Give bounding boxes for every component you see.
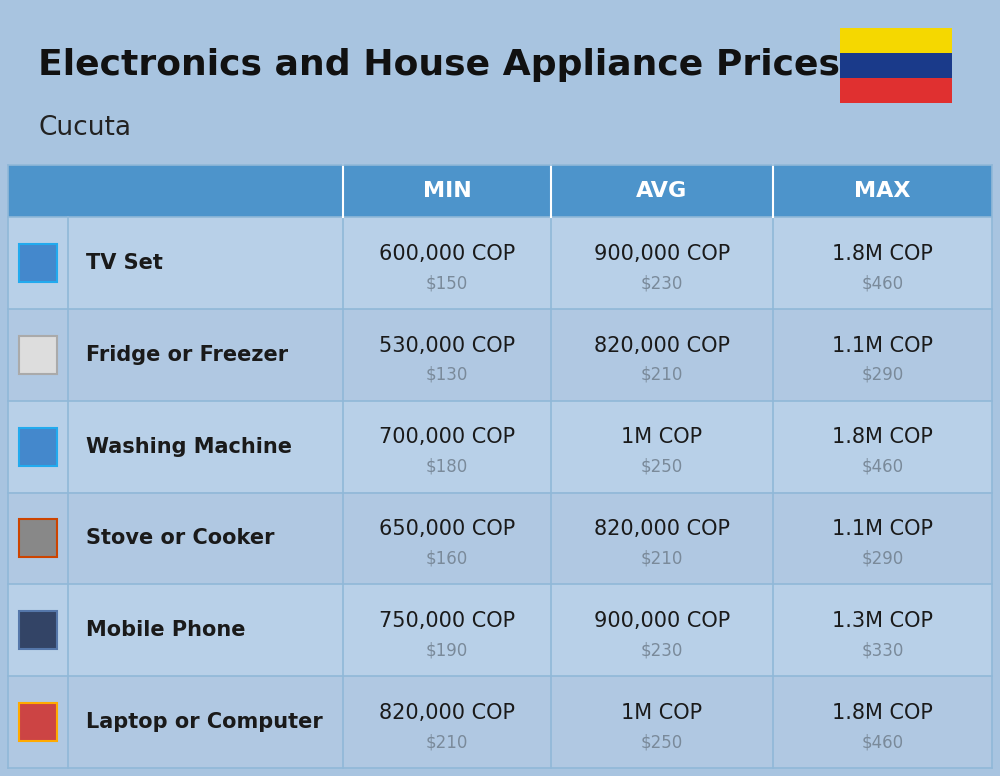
Text: $460: $460: [861, 733, 904, 751]
Text: $210: $210: [426, 733, 468, 751]
Text: 1.8M COP: 1.8M COP: [832, 703, 933, 723]
Bar: [19, 244, 57, 282]
Text: 750,000 COP: 750,000 COP: [379, 611, 515, 631]
Bar: [8, 217, 992, 309]
Text: $210: $210: [641, 366, 683, 384]
Text: $160: $160: [426, 549, 468, 567]
Text: $460: $460: [861, 458, 904, 476]
Text: 650,000 COP: 650,000 COP: [379, 519, 515, 539]
Text: $250: $250: [641, 458, 683, 476]
Text: $150: $150: [426, 274, 468, 292]
Text: TV Set: TV Set: [86, 253, 163, 273]
Bar: [840, 78, 952, 103]
Text: MAX: MAX: [854, 181, 911, 201]
Text: $130: $130: [426, 366, 468, 384]
Bar: [19, 611, 57, 650]
Text: 1.1M COP: 1.1M COP: [832, 519, 933, 539]
Text: 700,000 COP: 700,000 COP: [379, 428, 515, 448]
Text: 900,000 COP: 900,000 COP: [594, 244, 730, 264]
Bar: [19, 703, 57, 741]
Text: Stove or Cooker: Stove or Cooker: [86, 528, 274, 549]
Text: $290: $290: [861, 366, 904, 384]
Bar: [8, 493, 992, 584]
Text: $180: $180: [426, 458, 468, 476]
Text: $250: $250: [641, 733, 683, 751]
Text: Washing Machine: Washing Machine: [86, 437, 292, 456]
Text: 600,000 COP: 600,000 COP: [379, 244, 515, 264]
Text: 820,000 COP: 820,000 COP: [594, 519, 730, 539]
Text: MIN: MIN: [423, 181, 471, 201]
Text: 1.8M COP: 1.8M COP: [832, 244, 933, 264]
Bar: [8, 676, 992, 768]
Text: AVG: AVG: [636, 181, 688, 201]
Text: $330: $330: [861, 642, 904, 660]
Text: $460: $460: [861, 274, 904, 292]
Bar: [8, 584, 992, 676]
Text: 820,000 COP: 820,000 COP: [594, 335, 730, 355]
Text: 1.3M COP: 1.3M COP: [832, 611, 933, 631]
Text: Fridge or Freezer: Fridge or Freezer: [86, 345, 288, 365]
Text: Laptop or Computer: Laptop or Computer: [86, 712, 323, 732]
Text: $230: $230: [641, 642, 683, 660]
Bar: [8, 309, 992, 400]
Text: $210: $210: [641, 549, 683, 567]
Bar: [840, 28, 952, 53]
Text: 1M COP: 1M COP: [621, 703, 703, 723]
Text: 530,000 COP: 530,000 COP: [379, 335, 515, 355]
Bar: [8, 165, 992, 768]
Text: 820,000 COP: 820,000 COP: [379, 703, 515, 723]
Bar: [8, 165, 992, 217]
Text: 900,000 COP: 900,000 COP: [594, 611, 730, 631]
Text: $290: $290: [861, 549, 904, 567]
Text: $190: $190: [426, 642, 468, 660]
Bar: [19, 428, 57, 466]
Bar: [840, 53, 952, 78]
Bar: [8, 400, 992, 493]
Bar: [19, 519, 57, 557]
Text: Mobile Phone: Mobile Phone: [86, 620, 246, 640]
Text: 1.8M COP: 1.8M COP: [832, 428, 933, 448]
Text: Cucuta: Cucuta: [38, 115, 131, 141]
Text: 1.1M COP: 1.1M COP: [832, 335, 933, 355]
Bar: [19, 336, 57, 374]
Text: 1M COP: 1M COP: [621, 428, 703, 448]
Text: $230: $230: [641, 274, 683, 292]
Text: Electronics and House Appliance Prices: Electronics and House Appliance Prices: [38, 48, 840, 82]
